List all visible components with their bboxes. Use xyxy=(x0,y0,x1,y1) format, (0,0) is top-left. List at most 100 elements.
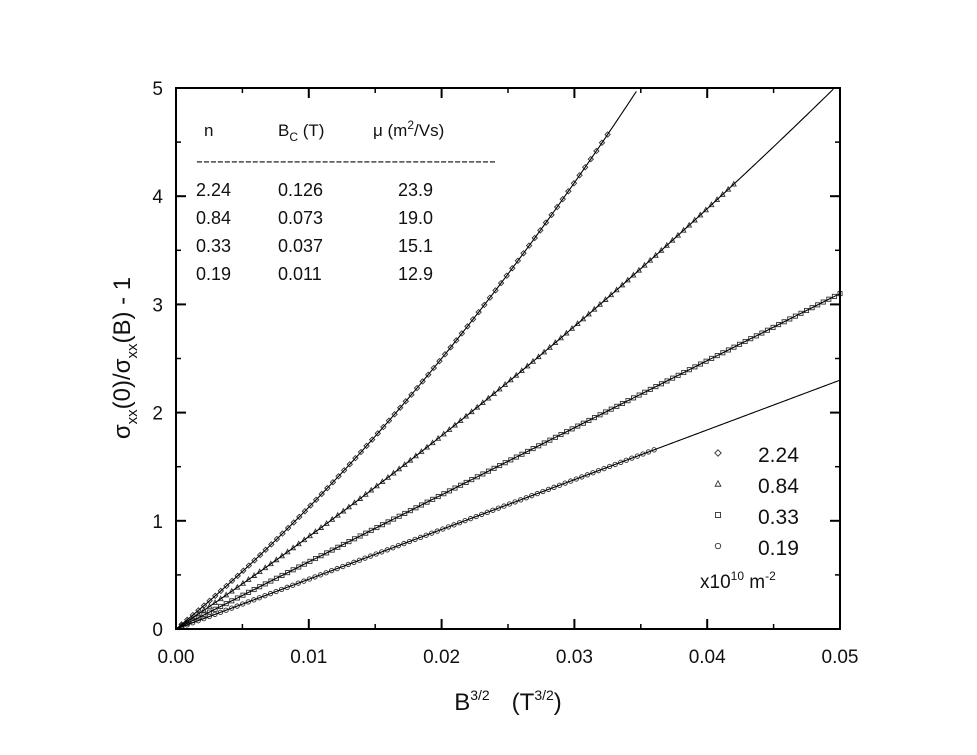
data-point xyxy=(391,516,397,522)
table-cell: 0.073 xyxy=(278,208,323,228)
y-tick-label: 2 xyxy=(152,404,163,425)
legend-label: 0.84 xyxy=(758,475,799,498)
data-point xyxy=(697,361,704,367)
data-point xyxy=(396,404,404,412)
data-point xyxy=(307,502,314,509)
data-point xyxy=(529,492,535,499)
data-point xyxy=(273,575,279,581)
data-point xyxy=(312,496,320,504)
data-point xyxy=(485,468,492,474)
data-point xyxy=(240,601,246,607)
data-point xyxy=(324,550,330,556)
data-point xyxy=(234,595,240,601)
data-point xyxy=(573,476,579,482)
data-point xyxy=(413,384,421,392)
data-point xyxy=(295,580,301,586)
data-point xyxy=(335,544,341,550)
data-point xyxy=(418,502,425,508)
data-point xyxy=(380,423,387,431)
data-point xyxy=(473,513,479,520)
data-point xyxy=(423,532,429,538)
legend-marker xyxy=(714,542,722,550)
data-point xyxy=(352,454,359,462)
data-point xyxy=(497,279,505,287)
y-tick-label: 3 xyxy=(152,295,163,316)
data-point xyxy=(408,391,415,398)
data-point xyxy=(524,448,531,454)
data-point xyxy=(447,344,454,351)
data-point xyxy=(501,503,507,509)
data-point xyxy=(581,163,589,171)
data-point xyxy=(787,316,793,322)
data-point xyxy=(279,572,285,578)
data-point xyxy=(541,440,547,446)
data-point xyxy=(709,355,715,361)
data-point xyxy=(502,460,508,466)
data-point xyxy=(490,507,496,513)
data-point xyxy=(604,131,611,138)
data-point xyxy=(296,513,303,521)
table-divider: ----------------------------------------… xyxy=(196,153,496,170)
data-point xyxy=(831,293,837,299)
data-point xyxy=(725,347,731,353)
data-point xyxy=(434,528,440,534)
table-cell: 0.33 xyxy=(196,236,231,256)
data-point xyxy=(486,294,494,301)
data-point xyxy=(329,479,337,486)
data-point xyxy=(612,461,618,468)
data-point xyxy=(401,540,407,547)
table-cell: 0.011 xyxy=(278,264,322,284)
data-point xyxy=(519,451,525,457)
data-point xyxy=(598,139,606,146)
data-point xyxy=(385,519,391,525)
table-cell: 0.037 xyxy=(278,236,323,256)
data-point xyxy=(548,211,555,219)
data-point xyxy=(480,471,486,477)
data-point xyxy=(256,551,264,559)
data-point xyxy=(441,351,449,358)
data-point xyxy=(329,547,335,553)
data-point xyxy=(406,538,413,545)
data-point xyxy=(430,364,438,372)
y-axis-label: σxx(0)/σxx(B) - 1 xyxy=(109,277,141,439)
data-point xyxy=(234,603,240,609)
data-point xyxy=(395,543,402,549)
data-point xyxy=(714,353,720,359)
y-tick-label: 1 xyxy=(152,512,163,533)
data-point xyxy=(429,530,435,536)
data-point xyxy=(306,576,313,582)
data-point xyxy=(267,590,274,597)
data-point xyxy=(195,615,201,621)
data-point xyxy=(748,336,754,342)
data-point xyxy=(759,330,765,336)
data-point xyxy=(262,593,268,599)
data-point xyxy=(692,364,698,370)
data-point xyxy=(218,603,224,609)
data-point xyxy=(368,527,374,533)
data-point xyxy=(440,526,446,532)
legend-label: 0.33 xyxy=(758,506,799,529)
data-point xyxy=(553,203,561,211)
data-point xyxy=(307,558,313,564)
data-point xyxy=(753,333,759,339)
data-point xyxy=(335,473,342,480)
table-cell: 2.24 xyxy=(196,180,231,200)
data-point xyxy=(424,371,432,378)
data-point xyxy=(223,607,229,613)
data-point xyxy=(618,459,624,465)
data-point xyxy=(820,299,826,305)
data-point xyxy=(262,546,269,553)
data-point xyxy=(534,490,540,497)
data-point xyxy=(296,564,302,570)
data-point xyxy=(251,557,258,564)
data-point xyxy=(580,420,586,426)
data-point xyxy=(251,597,257,603)
data-point xyxy=(273,535,281,543)
data-point xyxy=(590,470,596,476)
data-point xyxy=(623,457,629,463)
data-point xyxy=(586,417,592,423)
data-point xyxy=(417,534,424,540)
data-point xyxy=(506,501,513,507)
data-point xyxy=(374,524,380,531)
fit-line xyxy=(175,293,841,630)
